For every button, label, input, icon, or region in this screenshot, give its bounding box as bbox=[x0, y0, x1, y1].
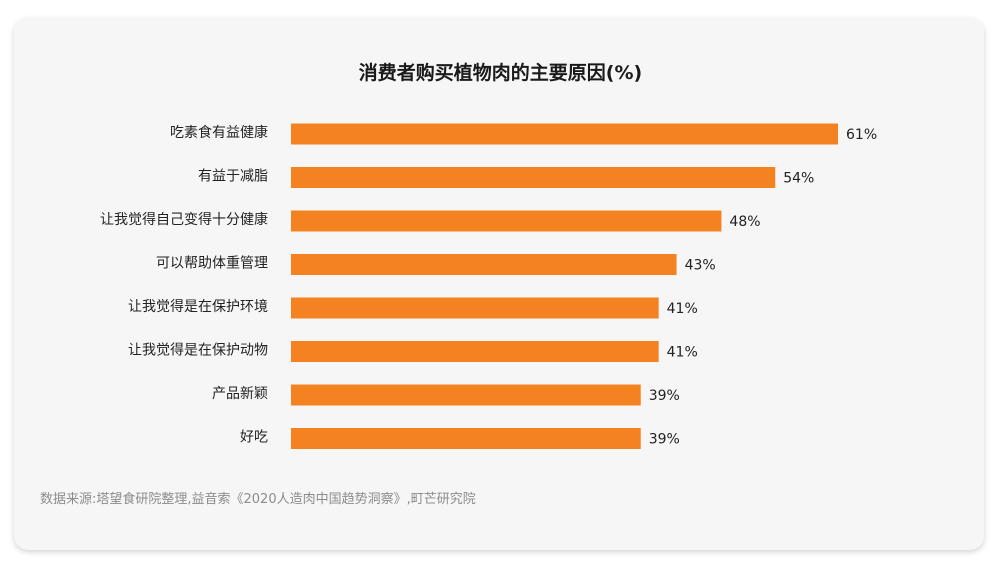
category-label: 让我觉得是在保护动物 bbox=[128, 342, 268, 359]
data-label: 43% bbox=[685, 258, 716, 274]
category-label: 让我觉得是在保护环境 bbox=[128, 298, 268, 315]
chart-title: 消费者购买植物肉的主要原因(%) bbox=[358, 62, 643, 84]
chart-card bbox=[14, 18, 984, 550]
category-label: 好吃 bbox=[240, 430, 268, 446]
bar bbox=[291, 341, 659, 362]
category-label: 有益于减脂 bbox=[198, 169, 268, 185]
data-label: 41% bbox=[667, 345, 698, 361]
category-label: 产品新颖 bbox=[212, 386, 268, 402]
data-label: 39% bbox=[649, 432, 680, 448]
bar bbox=[291, 167, 776, 188]
data-label: 48% bbox=[729, 214, 760, 230]
data-label: 39% bbox=[649, 388, 680, 404]
bar bbox=[291, 297, 659, 319]
bar bbox=[291, 428, 641, 449]
category-label: 可以帮助体重管理 bbox=[156, 256, 268, 272]
source-note: 数据来源:塔望食研院整理,益音索《2020人造肉中国趋势洞察》,町芒研究院 bbox=[40, 492, 476, 507]
category-label: 吃素食有益健康 bbox=[170, 124, 268, 141]
data-label: 61% bbox=[846, 127, 877, 143]
category-label: 让我觉得自己变得十分健康 bbox=[100, 211, 268, 228]
bar bbox=[291, 210, 722, 232]
data-label: 54% bbox=[783, 171, 814, 187]
bar bbox=[291, 123, 838, 145]
data-label: 41% bbox=[667, 301, 698, 317]
bar bbox=[291, 384, 641, 406]
bar bbox=[291, 254, 677, 275]
